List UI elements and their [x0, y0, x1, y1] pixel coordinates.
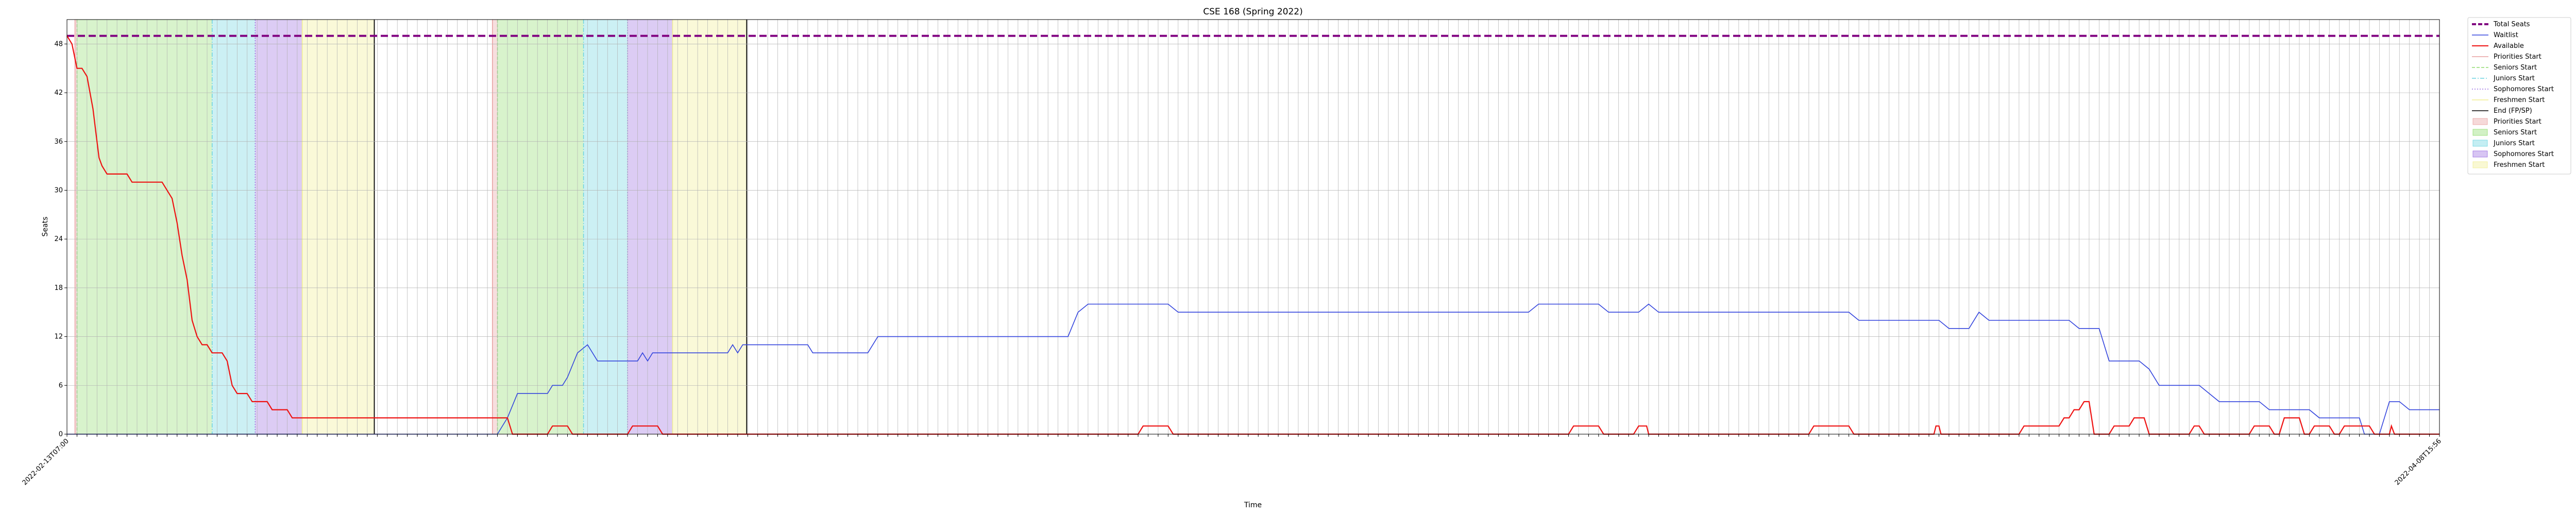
y-tick-label: 36	[54, 138, 63, 146]
legend-patch-juniors-start-swatch	[2472, 140, 2488, 147]
legend-patch-priorities-start-swatch	[2472, 118, 2488, 125]
y-tick-label: 18	[54, 284, 63, 292]
plot-frame	[66, 19, 2440, 435]
legend-line-juniors-start-label: Juniors Start	[2493, 75, 2535, 82]
x-tick-label-end: 2022-04-08T15:56	[2394, 437, 2443, 487]
series-line-waitlist	[67, 303, 2439, 435]
legend-line-freshmen-start-label: Freshmen Start	[2494, 96, 2545, 104]
legend-patch-seniors-start-swatch	[2472, 129, 2488, 136]
legend-patch-juniors-start-label: Juniors Start	[2493, 140, 2535, 147]
legend-patch-priorities-start-label: Priorities Start	[2494, 118, 2541, 126]
period-band-priorities-start-1	[75, 20, 77, 434]
y-axis-label: Seats	[41, 217, 49, 237]
legend-line-seniors-start-label: Seniors Start	[2494, 64, 2537, 72]
y-tick-label: 24	[54, 235, 63, 243]
legend-patch-seniors-start-label: Seniors Start	[2494, 129, 2537, 136]
y-tick-label: 12	[54, 333, 63, 341]
period-band-priorities-start-2	[492, 20, 498, 434]
legend: Total Seats Waitlist Available Priorities S…	[2467, 17, 2571, 175]
period-band-juniors-start-1	[212, 20, 256, 434]
series-lines	[66, 35, 2439, 435]
period-band-seniors-start-1	[77, 20, 212, 434]
legend-patch-freshmen-start-label: Freshmen Start	[2494, 161, 2545, 169]
period-band-sophomores-start-2	[628, 20, 673, 434]
period-band-freshmen-start-1	[302, 20, 375, 434]
y-tick-label: 6	[59, 382, 63, 389]
legend-patch-sophomores-start-label: Sophomores Start	[2494, 150, 2554, 158]
y-tick-label: 30	[54, 186, 63, 194]
axes: 0 6 12 18 24 30 36 42 48 2022-02-13T07:00 2022-04-…	[21, 19, 2443, 487]
x-axis-label: Time	[1244, 501, 1262, 509]
legend-patch-freshmen-start-swatch	[2472, 161, 2488, 168]
period-band-seniors-start-2	[497, 20, 584, 434]
legend-line-end-fp-sp--label: End (FP/SP)	[2494, 107, 2532, 115]
legend-line-priorities-start-label: Priorities Start	[2494, 53, 2541, 61]
y-tick-label: 48	[54, 40, 63, 48]
series-line-available	[66, 36, 2439, 435]
period-band-sophomores-start-1	[255, 20, 302, 434]
legend-line-available-label: Available	[2494, 42, 2524, 50]
legend-line-sophomores-start-label: Sophomores Start	[2494, 85, 2554, 93]
chart-title: CSE 168 (Spring 2022)	[1203, 7, 1302, 17]
y-tick-label: 42	[54, 89, 63, 97]
period-bands	[74, 20, 748, 434]
legend-patch-sophomores-start-swatch	[2472, 150, 2488, 158]
period-band-juniors-start-2	[583, 20, 628, 434]
legend-line-total-seats-label: Total Seats	[2493, 21, 2530, 28]
legend-line-waitlist-label: Waitlist	[2494, 31, 2518, 39]
period-band-freshmen-start-2	[672, 20, 747, 434]
y-tick-label: 0	[59, 431, 63, 438]
x-tick-label-start: 2022-02-13T07:00	[21, 437, 71, 487]
legend-box	[2467, 17, 2571, 175]
grid-lines	[66, 20, 2440, 435]
